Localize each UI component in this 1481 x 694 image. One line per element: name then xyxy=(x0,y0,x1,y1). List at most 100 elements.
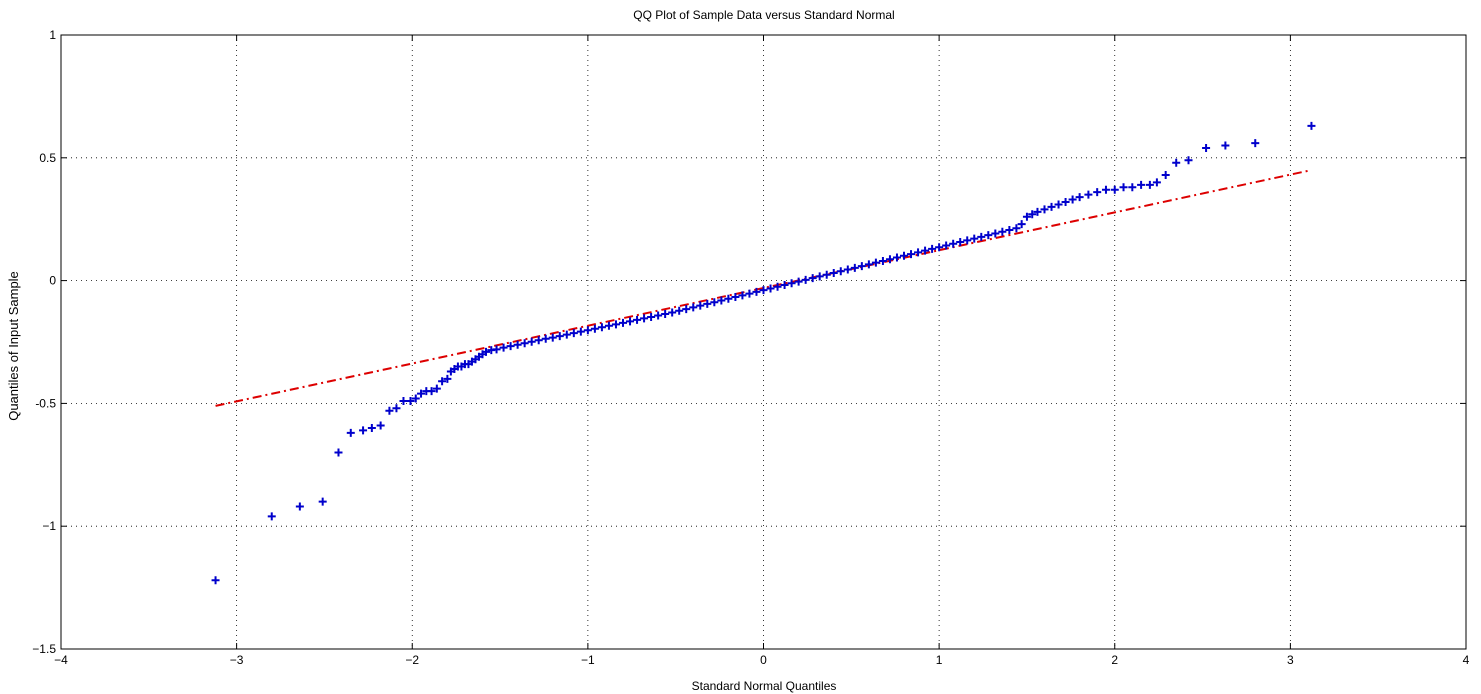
data-point-marker xyxy=(1033,207,1042,216)
data-point-marker xyxy=(780,281,789,290)
data-point-marker xyxy=(1028,210,1037,219)
data-point-marker xyxy=(654,311,663,320)
data-point-marker xyxy=(346,428,355,437)
data-point-marker xyxy=(334,448,343,457)
data-point-marker xyxy=(696,301,705,310)
data-point-marker xyxy=(392,404,401,413)
x-tick-label: 2 xyxy=(1111,653,1118,667)
data-point-marker xyxy=(752,287,761,296)
data-point-marker xyxy=(1221,141,1230,150)
data-point-marker xyxy=(717,296,726,305)
reference-line xyxy=(215,169,1312,407)
data-point-marker xyxy=(745,289,754,298)
data-point-marker xyxy=(836,267,845,276)
data-point-marker xyxy=(1022,212,1031,221)
data-point-marker xyxy=(438,377,447,386)
y-axis-label: Quantiles of Input Sample xyxy=(6,271,21,421)
data-point-marker xyxy=(633,315,642,324)
series-layer xyxy=(211,121,1316,585)
data-point-marker xyxy=(534,336,543,345)
data-point-marker xyxy=(318,497,327,506)
data-point-marker xyxy=(1040,205,1049,214)
data-point-marker xyxy=(597,323,606,332)
data-point-marker xyxy=(1075,193,1084,202)
data-point-marker xyxy=(367,423,376,432)
data-point-marker xyxy=(885,255,894,264)
data-point-marker xyxy=(1128,183,1137,192)
data-point-marker xyxy=(970,234,979,243)
data-point-marker xyxy=(1047,202,1056,211)
data-point-marker xyxy=(1161,170,1170,179)
data-point-marker xyxy=(857,262,866,271)
data-point-marker xyxy=(949,239,958,248)
data-point-marker xyxy=(385,406,394,415)
x-axis-label: Standard Normal Quantiles xyxy=(692,679,837,693)
data-point-marker xyxy=(843,265,852,274)
x-tick-label: −3 xyxy=(230,653,244,667)
data-point-marker xyxy=(850,263,859,272)
data-point-marker xyxy=(1137,180,1146,189)
data-point-marker xyxy=(998,227,1007,236)
data-point-marker xyxy=(432,384,441,393)
data-point-marker xyxy=(1012,224,1021,233)
data-point-marker xyxy=(604,321,613,330)
data-point-marker xyxy=(359,426,368,435)
data-point-marker xyxy=(892,253,901,262)
data-point-marker xyxy=(211,576,220,585)
data-point-marker xyxy=(977,232,986,241)
data-point-marker xyxy=(738,291,747,300)
data-point-marker xyxy=(555,332,564,341)
data-point-marker xyxy=(935,243,944,252)
data-point-marker xyxy=(1152,178,1161,187)
data-point-marker xyxy=(583,326,592,335)
data-point-marker xyxy=(1061,198,1070,207)
axis-ticks: −4 −3 −2 −1 0 1 2 3 4 −1.5 −1 -0.5 0 0.5 1 xyxy=(32,28,1469,667)
data-point-marker xyxy=(1202,143,1211,152)
data-point-marker xyxy=(921,246,930,255)
data-point-marker xyxy=(829,268,838,277)
data-point-marker xyxy=(1110,185,1119,194)
y-tick-label: -0.5 xyxy=(35,396,56,410)
data-point-marker xyxy=(956,238,965,247)
data-point-marker xyxy=(417,389,426,398)
y-tick-label: 1 xyxy=(49,28,56,42)
data-point-marker xyxy=(295,502,304,511)
chart-title: QQ Plot of Sample Data versus Standard N… xyxy=(633,8,894,22)
data-point-marker xyxy=(626,317,635,326)
data-point-marker xyxy=(675,306,684,315)
data-point-marker xyxy=(1054,200,1063,209)
data-point-marker xyxy=(984,231,993,240)
x-tick-label: −1 xyxy=(581,653,595,667)
data-point-marker xyxy=(1084,190,1093,199)
data-point-marker xyxy=(731,293,740,302)
data-point-marker xyxy=(773,282,782,291)
data-point-marker xyxy=(963,236,972,245)
data-point-marker xyxy=(541,334,550,343)
data-point-marker xyxy=(443,374,452,383)
data-point-marker xyxy=(1119,183,1128,192)
data-point-marker xyxy=(640,314,649,323)
data-point-marker xyxy=(427,387,436,396)
data-point-marker xyxy=(576,327,585,336)
data-point-marker xyxy=(376,421,385,430)
data-point-marker xyxy=(1172,158,1181,167)
data-point-marker xyxy=(914,248,923,257)
data-point-marker xyxy=(1068,195,1077,204)
y-tick-label: −1.5 xyxy=(32,642,56,656)
x-tick-label: −4 xyxy=(54,653,68,667)
data-point-marker xyxy=(1251,139,1260,148)
x-tick-label: 4 xyxy=(1463,653,1470,667)
data-point-marker xyxy=(907,250,916,259)
data-point-marker xyxy=(1017,220,1026,229)
data-point-marker xyxy=(548,333,557,342)
data-point-marker xyxy=(710,298,719,307)
data-point-marker xyxy=(815,272,824,281)
data-point-marker xyxy=(878,256,887,265)
data-point-marker xyxy=(794,277,803,286)
y-tick-label: 0 xyxy=(49,274,56,288)
data-point-marker xyxy=(759,286,768,295)
x-tick-label: 0 xyxy=(760,653,767,667)
data-point-marker xyxy=(661,310,670,319)
data-point-marker xyxy=(991,229,1000,238)
grid-lines xyxy=(61,35,1466,649)
